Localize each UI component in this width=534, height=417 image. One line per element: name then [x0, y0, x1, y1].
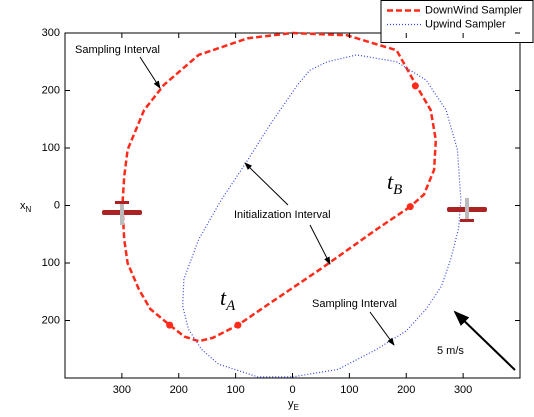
- x-tick-label: 0: [289, 384, 295, 396]
- marker: [166, 321, 174, 329]
- y-tick-label: 100: [42, 142, 60, 154]
- arrow: [369, 311, 395, 346]
- main: x: [20, 200, 26, 212]
- y-tick-label: 0: [54, 199, 60, 211]
- main: y: [288, 398, 294, 410]
- legend-label: DownWind Sampler: [425, 4, 523, 16]
- airplane-icon: [102, 201, 142, 225]
- annotation: Sampling Interval: [312, 298, 397, 310]
- x-tick-label: 300: [113, 384, 131, 396]
- annotation: Initialization Interval: [234, 209, 331, 221]
- sub: B: [393, 182, 402, 198]
- plot-frame: [64, 32, 521, 379]
- x-tick-label: 300: [454, 384, 472, 396]
- marker: [411, 82, 419, 90]
- x-tick-label: 100: [226, 384, 244, 396]
- legend: DownWind Sampler Upwind Sampler: [380, 0, 534, 43]
- airplane-icon: [447, 198, 487, 222]
- label-tA: tA: [220, 285, 236, 314]
- y-axis-label: xN: [20, 200, 32, 214]
- sub: E: [294, 403, 299, 412]
- y-tick-label: 300: [42, 27, 60, 39]
- series-line: [121, 31, 438, 343]
- x-tick-label: 200: [397, 384, 415, 396]
- y-tick-label: 200: [42, 314, 60, 326]
- plot-area: [121, 31, 462, 378]
- sub: A: [225, 298, 236, 314]
- annotation: 5 m/s: [437, 345, 464, 357]
- legend-label: Upwind Sampler: [425, 18, 506, 30]
- marker: [406, 203, 414, 211]
- sub: N: [26, 205, 32, 214]
- x-axis-label: yE: [288, 398, 299, 412]
- x-tick-label: 100: [340, 384, 358, 396]
- annotation: Sampling Interval: [75, 44, 160, 56]
- x-tick-label: 200: [170, 384, 188, 396]
- arrow: [139, 56, 161, 89]
- arrow: [309, 224, 331, 265]
- y-tick-label: 100: [42, 257, 60, 269]
- annotation-arrows: [139, 56, 516, 371]
- y-tick-label: 200: [42, 84, 60, 96]
- t: t: [220, 285, 227, 310]
- t: t: [387, 169, 394, 194]
- wind-arrow: [453, 310, 516, 371]
- arrow: [244, 162, 289, 206]
- marker: [234, 321, 242, 329]
- label-tB: tB: [387, 169, 402, 198]
